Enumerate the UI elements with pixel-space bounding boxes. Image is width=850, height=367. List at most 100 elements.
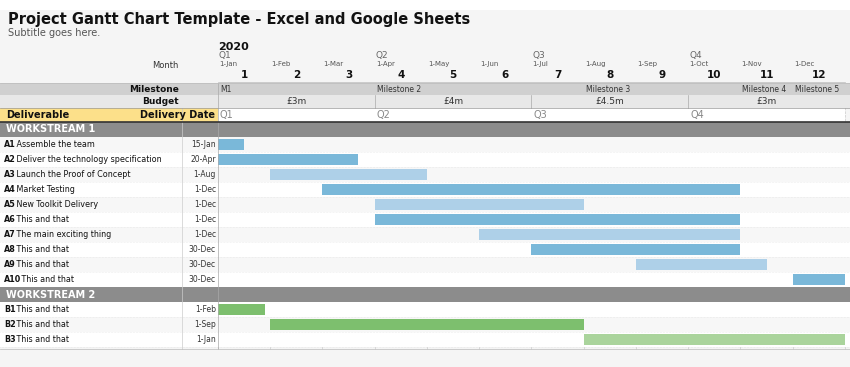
Text: B1: B1	[4, 305, 15, 314]
Text: 1-Feb: 1-Feb	[195, 305, 216, 314]
Text: Assemble the team: Assemble the team	[14, 140, 95, 149]
Bar	[793, 275, 845, 284]
Text: Deliver the technology specification: Deliver the technology specification	[14, 155, 161, 164]
Text: 30-Dec: 30-Dec	[189, 245, 216, 254]
Bar	[0, 287, 850, 302]
Text: £3m: £3m	[286, 97, 307, 106]
Text: 1-Nov: 1-Nov	[741, 61, 762, 67]
Text: 5: 5	[450, 70, 456, 80]
Text: 1-Jan: 1-Jan	[219, 61, 237, 67]
Text: WORKSTREAM 1: WORKSTREAM 1	[6, 124, 95, 134]
Text: 1-Dec: 1-Dec	[194, 200, 216, 209]
Text: 1-May: 1-May	[428, 61, 450, 67]
Text: 1-Mar: 1-Mar	[324, 61, 343, 67]
Text: 4: 4	[397, 70, 405, 80]
Text: 15-Jan: 15-Jan	[191, 140, 216, 149]
Text: New Toolkit Delivery: New Toolkit Delivery	[14, 200, 98, 209]
Bar	[375, 214, 740, 225]
Text: A1: A1	[4, 140, 16, 149]
Bar	[218, 155, 358, 165]
Text: 1: 1	[241, 70, 247, 80]
Bar	[531, 244, 740, 255]
Bar	[270, 170, 427, 179]
Text: 11: 11	[759, 70, 774, 80]
Text: Q3: Q3	[532, 51, 545, 60]
Text: Q1: Q1	[219, 51, 232, 60]
Text: This and that: This and that	[14, 245, 69, 254]
Text: 6: 6	[502, 70, 509, 80]
Text: Q4: Q4	[690, 110, 704, 120]
Bar	[0, 242, 850, 257]
Bar	[0, 167, 850, 182]
Text: 1-Dec: 1-Dec	[194, 230, 216, 239]
Text: This and that: This and that	[14, 320, 69, 329]
Text: 1-Sep: 1-Sep	[195, 320, 216, 329]
Text: £3m: £3m	[756, 97, 777, 106]
Bar	[479, 229, 740, 240]
Bar	[0, 317, 850, 332]
Bar	[270, 319, 584, 330]
Text: 1-Jun: 1-Jun	[480, 61, 499, 67]
Text: 1-Feb: 1-Feb	[271, 61, 291, 67]
Text: Q2: Q2	[377, 110, 391, 120]
Bar	[0, 83, 850, 95]
Text: Milestone 2: Milestone 2	[377, 84, 421, 94]
Text: M1: M1	[220, 84, 231, 94]
Text: B3: B3	[4, 335, 15, 344]
Text: 7: 7	[554, 70, 561, 80]
Text: 1-Aug: 1-Aug	[194, 170, 216, 179]
Text: B2: B2	[4, 320, 16, 329]
Text: 1-Jan: 1-Jan	[196, 335, 216, 344]
Text: A2: A2	[4, 155, 16, 164]
Text: Market Testing: Market Testing	[14, 185, 75, 194]
Text: This and that: This and that	[19, 275, 74, 284]
Text: A8: A8	[4, 245, 16, 254]
Text: £4.5m: £4.5m	[596, 97, 624, 106]
Text: Milestone 4: Milestone 4	[743, 84, 787, 94]
Bar	[584, 334, 845, 345]
Text: Q4: Q4	[689, 51, 702, 60]
Bar	[636, 259, 767, 270]
Text: 1-Dec: 1-Dec	[794, 61, 814, 67]
Text: A10: A10	[4, 275, 21, 284]
Bar	[218, 304, 265, 315]
Text: 9: 9	[659, 70, 666, 80]
Bar	[218, 108, 845, 122]
Bar	[218, 139, 244, 150]
Bar	[0, 152, 850, 167]
Text: 30-Dec: 30-Dec	[189, 260, 216, 269]
Text: Project Gantt Chart Template - Excel and Google Sheets: Project Gantt Chart Template - Excel and…	[8, 12, 470, 27]
Text: Milestone: Milestone	[129, 84, 179, 94]
Bar	[0, 122, 850, 137]
Text: Milestone 3: Milestone 3	[586, 84, 630, 94]
Text: 1-Oct: 1-Oct	[689, 61, 709, 67]
Text: A7: A7	[4, 230, 16, 239]
Text: 30-Dec: 30-Dec	[189, 275, 216, 284]
Text: WORKSTREAM 2: WORKSTREAM 2	[6, 290, 95, 299]
Text: 2: 2	[292, 70, 300, 80]
Text: 10: 10	[707, 70, 722, 80]
Text: 1-Dec: 1-Dec	[194, 215, 216, 224]
Text: Milestone 5: Milestone 5	[795, 84, 839, 94]
Text: Q1: Q1	[220, 110, 234, 120]
Bar	[375, 199, 584, 210]
Text: Budget: Budget	[142, 97, 179, 106]
Text: This and that: This and that	[14, 335, 69, 344]
Text: A4: A4	[4, 185, 16, 194]
Text: A9: A9	[4, 260, 16, 269]
Text: 1-Dec: 1-Dec	[194, 185, 216, 194]
Bar	[0, 332, 850, 347]
Text: 20-Apr: 20-Apr	[190, 155, 216, 164]
Bar	[0, 227, 850, 242]
Bar	[0, 182, 850, 197]
Text: The main exciting thing: The main exciting thing	[14, 230, 111, 239]
Text: 2020: 2020	[218, 42, 249, 52]
Text: This and that: This and that	[14, 215, 69, 224]
Bar	[0, 108, 218, 122]
Text: 3: 3	[345, 70, 352, 80]
Bar	[0, 95, 850, 108]
Text: £4m: £4m	[443, 97, 463, 106]
Text: Subtitle goes here.: Subtitle goes here.	[8, 28, 100, 38]
Text: Month: Month	[153, 61, 179, 70]
Bar	[0, 272, 850, 287]
